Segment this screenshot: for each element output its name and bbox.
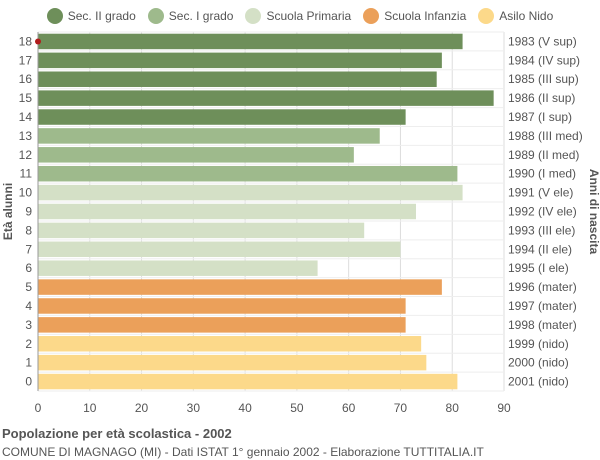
age-label: 9: [25, 205, 32, 219]
x-tick-label: 30: [187, 401, 201, 415]
bar: [38, 90, 494, 106]
y-axis-title: Età alunni: [1, 183, 15, 240]
age-label: 14: [19, 110, 33, 124]
bar: [38, 222, 365, 239]
birth-year-label: 1983 (V sup): [508, 34, 577, 48]
birth-year-label: 1987 (I sup): [508, 110, 572, 124]
age-label: 4: [25, 299, 32, 313]
legend-item: Scuola Infanzia: [363, 8, 466, 24]
birth-year-label: 1992 (IV ele): [508, 205, 577, 219]
legend-swatch: [363, 8, 380, 24]
birth-year-label: 1997 (mater): [508, 299, 577, 313]
legend-item: Sec. I grado: [147, 8, 234, 24]
legend-label: Scuola Primaria: [266, 9, 352, 23]
birth-year-label: 2001 (nido): [508, 375, 569, 389]
legend-item: Sec. II grado: [46, 8, 136, 24]
legend-swatch: [147, 8, 164, 24]
age-label: 0: [25, 375, 32, 389]
x-tick-label: 70: [394, 401, 408, 415]
legend-label: Sec. II grado: [67, 9, 136, 23]
bar: [38, 373, 458, 390]
bar: [38, 52, 442, 69]
legend-swatch: [478, 8, 495, 24]
x-tick-label: 50: [290, 401, 304, 415]
bar: [38, 33, 463, 50]
legend-label: Asilo Nido: [499, 9, 554, 23]
age-label: 11: [20, 167, 33, 181]
legend-label: Scuola Infanzia: [384, 9, 467, 23]
chart-source: COMUNE DI MAGNAGO (MI) - Dati ISTAT 1° g…: [2, 445, 484, 459]
age-label: 15: [19, 91, 33, 105]
age-label: 3: [25, 318, 32, 332]
birth-year-label: 1995 (I ele): [508, 261, 569, 275]
age-label: 12: [19, 148, 33, 162]
bar: [38, 260, 318, 276]
birth-year-label: 1989 (II med): [508, 148, 579, 162]
bar: [38, 279, 442, 295]
birth-year-label: 1999 (nido): [508, 337, 569, 351]
age-label: 16: [19, 72, 33, 86]
age-label: 10: [19, 186, 33, 200]
birth-year-label: 1985 (III sup): [508, 72, 579, 86]
birth-year-label: 1988 (III med): [508, 129, 583, 143]
x-tick-label: 0: [35, 401, 42, 415]
age-label: 8: [25, 223, 32, 237]
bar: [38, 184, 463, 201]
marker-dot: [35, 38, 41, 45]
x-tick-label: 80: [446, 401, 460, 415]
age-label: 17: [19, 53, 33, 67]
birth-year-label: 1994 (II ele): [508, 242, 572, 256]
chart-title: Popolazione per età scolastica - 2002: [2, 426, 232, 441]
bar: [38, 317, 406, 333]
birth-year-label: 1993 (III ele): [508, 223, 575, 237]
bar: [38, 241, 401, 258]
chart-legend: Sec. II grado Sec. I grado Scuola Primaria…: [0, 6, 600, 26]
bar: [38, 298, 406, 314]
bar: [38, 336, 422, 352]
birth-year-label: 1986 (II sup): [508, 91, 575, 105]
age-label: 1: [25, 356, 32, 370]
x-tick-label: 90: [497, 401, 511, 415]
x-tick-label: 40: [238, 401, 252, 415]
bar: [38, 147, 354, 163]
bar: [38, 128, 380, 144]
bar: [38, 165, 458, 182]
legend-swatch: [245, 8, 262, 24]
bar: [38, 71, 437, 87]
age-label: 6: [25, 261, 32, 275]
legend-item: Asilo Nido: [478, 8, 553, 24]
birth-year-label: 1996 (mater): [508, 280, 577, 294]
y-axis-title-right: Anni di nascita: [587, 169, 600, 255]
birth-year-label: 1991 (V ele): [508, 186, 573, 200]
x-tick-label: 60: [342, 401, 356, 415]
birth-year-label: 1990 (I med): [508, 167, 576, 181]
birth-year-label: 2000 (nido): [508, 356, 569, 370]
birth-year-label: 1998 (mater): [508, 318, 577, 332]
legend-item: Scuola Primaria: [245, 8, 351, 24]
bar: [38, 109, 406, 125]
age-label: 2: [25, 337, 32, 351]
age-label: 5: [25, 280, 32, 294]
age-label: 13: [19, 129, 33, 143]
bar: [38, 203, 416, 220]
legend-label: Sec. I grado: [168, 9, 234, 23]
x-tick-label: 10: [83, 401, 97, 415]
age-label: 18: [19, 34, 33, 48]
x-tick-label: 20: [135, 401, 149, 415]
legend-swatch: [46, 8, 63, 24]
birth-year-label: 1984 (IV sup): [508, 53, 580, 67]
bar: [38, 354, 427, 371]
age-label: 7: [25, 242, 32, 256]
